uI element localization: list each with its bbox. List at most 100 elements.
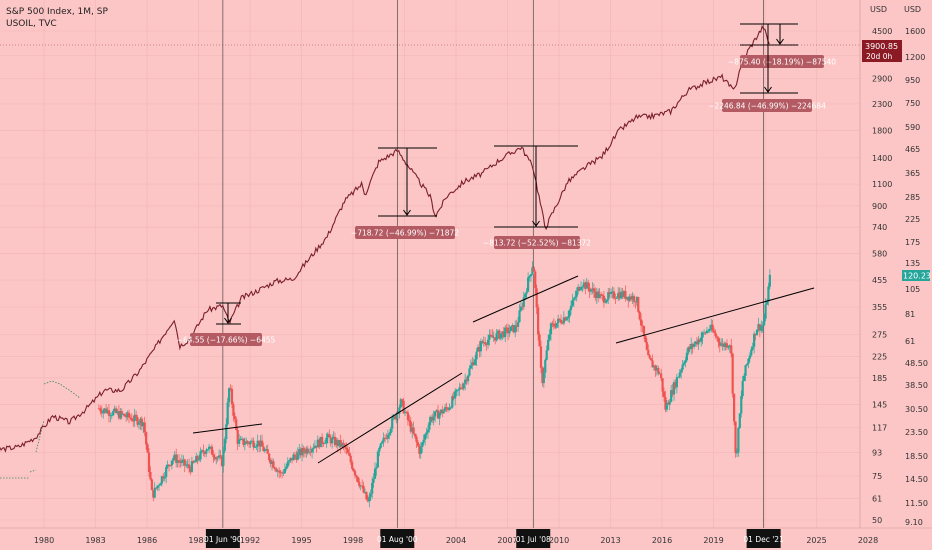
oil-tick-label: 30.50 xyxy=(905,405,928,414)
oil-candle xyxy=(195,456,198,462)
oil-candle xyxy=(565,318,568,321)
oil-candle xyxy=(519,306,523,311)
oil-candle xyxy=(395,413,398,420)
oil-candle xyxy=(562,317,565,324)
oil-candle xyxy=(738,413,741,428)
oil-candle xyxy=(605,299,608,303)
oil-tick-label: 590 xyxy=(905,123,920,132)
oil-candle xyxy=(581,286,584,288)
event-marker-box xyxy=(516,529,551,548)
oil-candle xyxy=(295,455,298,460)
oil-candle xyxy=(441,409,444,414)
oil-candle xyxy=(223,439,226,451)
oil-candle xyxy=(259,440,262,447)
oil-candle xyxy=(602,296,606,303)
oil-candle xyxy=(670,390,673,402)
oil-candle xyxy=(717,337,720,343)
oil-candle xyxy=(478,347,481,352)
oil-candle xyxy=(100,411,103,414)
oil-candle xyxy=(332,436,335,439)
time-tick-label: 2019 xyxy=(703,536,723,545)
time-tick-label: 1992 xyxy=(240,536,260,545)
oil-candle xyxy=(97,408,101,410)
oil-candle xyxy=(489,334,493,336)
oil-candle xyxy=(418,445,421,454)
oil-candle xyxy=(115,408,118,413)
oil-candle xyxy=(409,421,412,432)
oil-candle xyxy=(210,446,214,455)
spx-price-tag-countdown: 20d 0h xyxy=(866,52,892,61)
oil-candle xyxy=(139,418,142,424)
oil-candle xyxy=(597,291,600,298)
oil-candle xyxy=(687,347,690,353)
drawdown-label-box xyxy=(190,333,262,346)
oil-candle xyxy=(355,475,358,477)
oil-candle xyxy=(630,296,633,300)
oil-candle xyxy=(413,433,417,437)
oil-candle xyxy=(145,432,148,445)
time-tick-label: 1980 xyxy=(34,536,54,545)
oil-tick-label: 285 xyxy=(905,193,920,202)
oil-candle xyxy=(346,449,349,454)
oil-candle xyxy=(551,323,554,325)
legend-spx[interactable]: S&P 500 Index, 1M, SP xyxy=(6,7,108,17)
oil-candle xyxy=(539,346,543,368)
oil-candle xyxy=(392,416,395,419)
oil-candle xyxy=(665,402,668,410)
oil-candle xyxy=(468,368,471,376)
oil-candle xyxy=(690,344,693,350)
oil-candle xyxy=(313,445,317,449)
oil-candle xyxy=(106,410,109,413)
oil-candle xyxy=(383,437,387,439)
oil-candle xyxy=(538,334,541,347)
oil-candle xyxy=(631,296,634,300)
spx-tick-label: 580 xyxy=(872,250,887,259)
oil-candle xyxy=(285,466,288,469)
spx-tick-label: 4500 xyxy=(872,27,892,36)
oil-candle xyxy=(644,335,647,343)
oil-candle xyxy=(329,437,332,444)
oil-candle xyxy=(170,460,173,466)
oil-candle xyxy=(396,413,400,415)
oil-candle xyxy=(645,342,648,350)
oil-candle xyxy=(688,347,691,350)
oil-candle xyxy=(436,410,440,419)
spx-tick-label: 117 xyxy=(872,424,887,433)
oil-candle xyxy=(315,445,318,448)
oil-candle xyxy=(172,457,175,461)
oil-candle xyxy=(574,296,577,299)
oil-candle xyxy=(228,388,231,403)
drawdown-label-box xyxy=(722,99,812,112)
oil-candle xyxy=(700,337,703,342)
oil-tick-label: 175 xyxy=(905,238,920,247)
time-axis: 1980198319861989199219951998200120042007… xyxy=(0,527,932,550)
oil-tick-label: 48.50 xyxy=(905,359,928,368)
oil-candle xyxy=(496,330,500,334)
oil-candle xyxy=(103,408,106,411)
oil-candle xyxy=(567,316,570,319)
oil-candle xyxy=(142,422,145,427)
oil-candle xyxy=(607,292,610,300)
oil-candle xyxy=(499,333,503,339)
oil-tick-label: 365 xyxy=(905,169,920,178)
oil-candle xyxy=(222,450,225,466)
oil-candle xyxy=(501,331,504,334)
oil-candle xyxy=(549,323,553,335)
oil-candle xyxy=(152,490,155,498)
oil-candle xyxy=(312,448,315,449)
spx-tick-label: 1100 xyxy=(872,180,892,189)
oil-candle xyxy=(435,410,438,412)
legend-oil[interactable]: USOIL, TVC xyxy=(6,19,57,29)
oil-candle xyxy=(730,345,733,354)
oil-candle xyxy=(146,444,149,453)
oil-candle xyxy=(416,442,420,446)
oil-candle xyxy=(741,381,744,397)
oil-candle xyxy=(541,367,544,384)
oil-candle xyxy=(402,400,405,414)
oil-candle xyxy=(734,421,737,453)
oil-candle xyxy=(359,485,362,487)
oil-trendline xyxy=(192,423,263,434)
chart-legend[interactable]: S&P 500 Index, 1M, SP USOIL, TVC xyxy=(6,6,108,30)
oil-candle xyxy=(428,422,431,430)
